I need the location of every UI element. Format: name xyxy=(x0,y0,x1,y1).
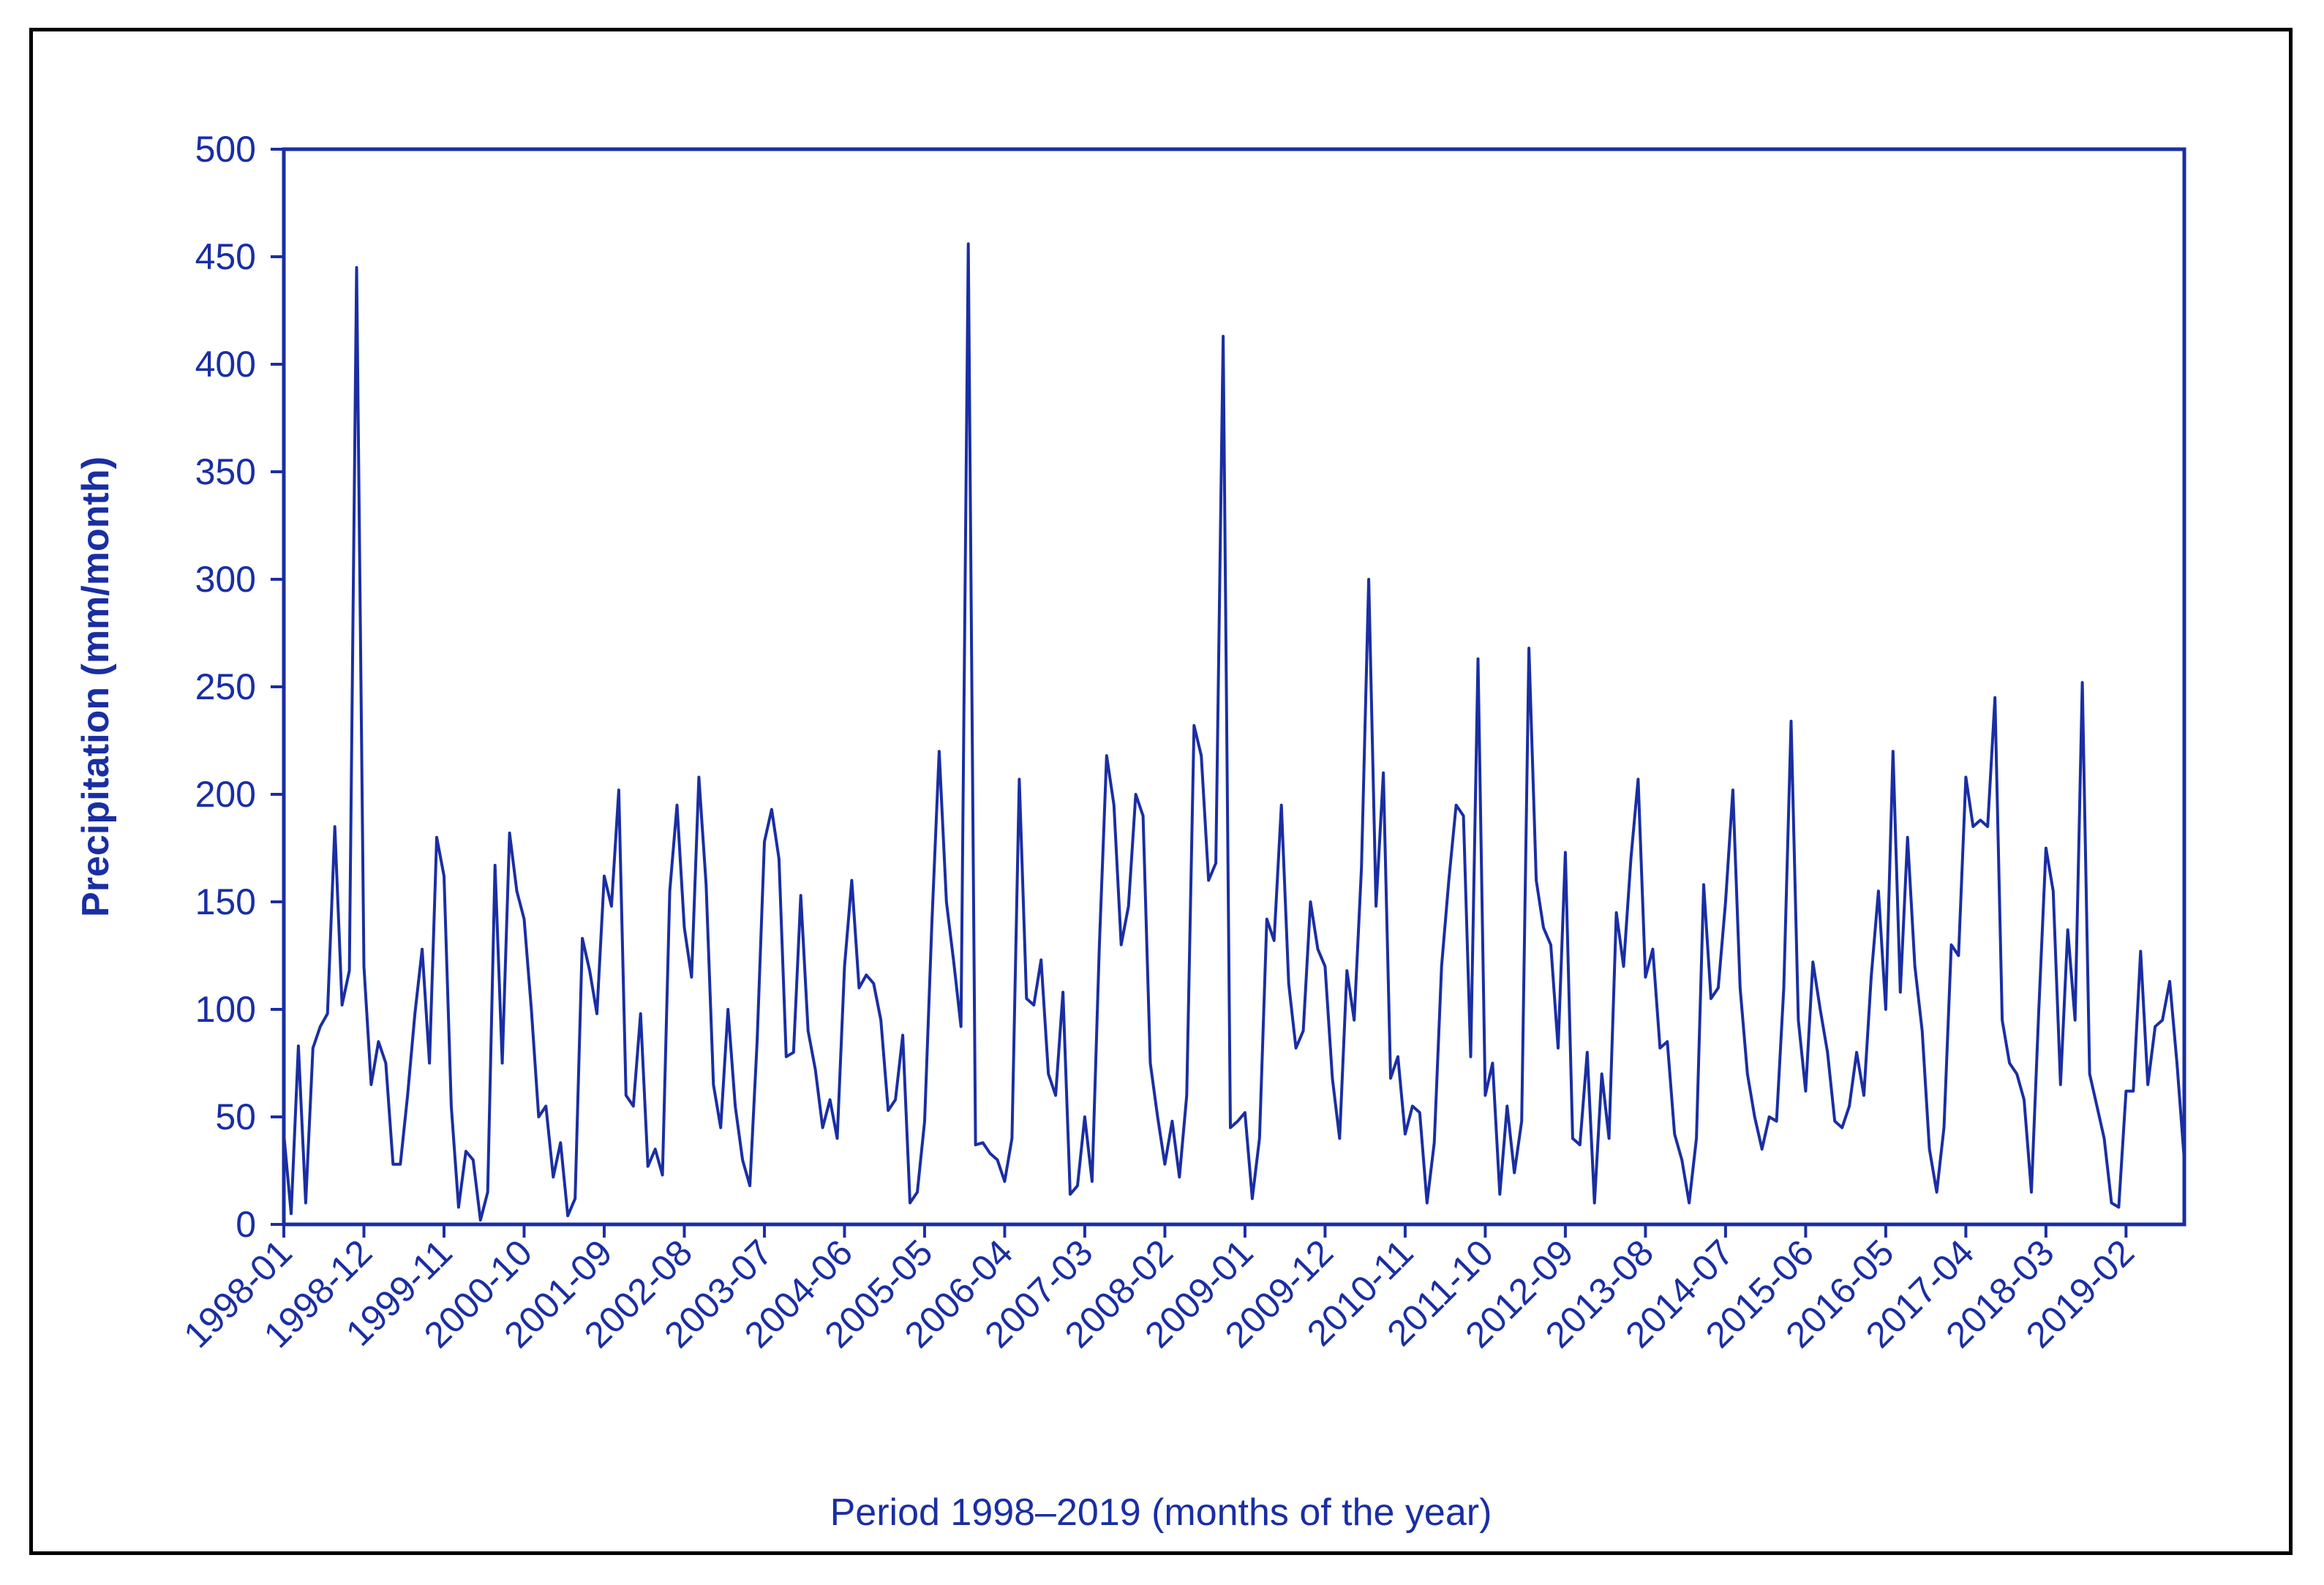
plot-area xyxy=(282,147,2186,1227)
y-tick-label: 450 xyxy=(195,236,256,277)
y-tick-label: 150 xyxy=(195,881,256,922)
y-tick-label: 400 xyxy=(195,344,256,385)
y-axis: 0 50 100 150 200 250 300 350 400 450 500 xyxy=(195,129,284,1245)
y-tick-label: 0 xyxy=(236,1204,256,1245)
y-tick-label: 100 xyxy=(195,989,256,1030)
y-tick-label: 200 xyxy=(195,774,256,815)
y-tick-label: 500 xyxy=(195,129,256,170)
y-tick-label: 300 xyxy=(195,559,256,600)
y-tick-label: 50 xyxy=(215,1096,256,1137)
y-axis-label: Precipitation (mm/month) xyxy=(75,456,117,917)
y-tick-label: 350 xyxy=(195,451,256,492)
x-axis: 1998-011998-121999-112000-102001-092002-… xyxy=(176,1224,2142,1356)
y-axis-title: Precipitation (mm/month) xyxy=(75,456,117,917)
series-line xyxy=(282,242,2186,1222)
figure-frame xyxy=(29,28,2293,1555)
y-tick-label: 250 xyxy=(195,666,256,707)
x-axis-label: Period 1998–2019 (months of the year) xyxy=(830,1491,1492,1534)
